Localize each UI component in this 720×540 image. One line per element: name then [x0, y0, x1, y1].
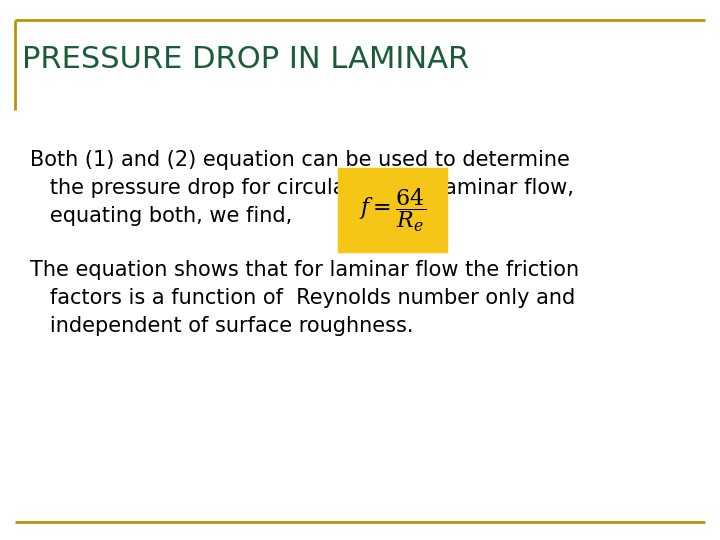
Text: $\mathit{f} = \dfrac{64}{R_e}$: $\mathit{f} = \dfrac{64}{R_e}$	[359, 186, 426, 234]
FancyBboxPatch shape	[338, 168, 447, 252]
Text: PRESSURE DROP IN LAMINAR: PRESSURE DROP IN LAMINAR	[22, 45, 469, 75]
Text: Both (1) and (2) equation can be used to determine
   the pressure drop for circ: Both (1) and (2) equation can be used to…	[30, 150, 574, 226]
Text: The equation shows that for laminar flow the friction
   factors is a function o: The equation shows that for laminar flow…	[30, 260, 579, 336]
